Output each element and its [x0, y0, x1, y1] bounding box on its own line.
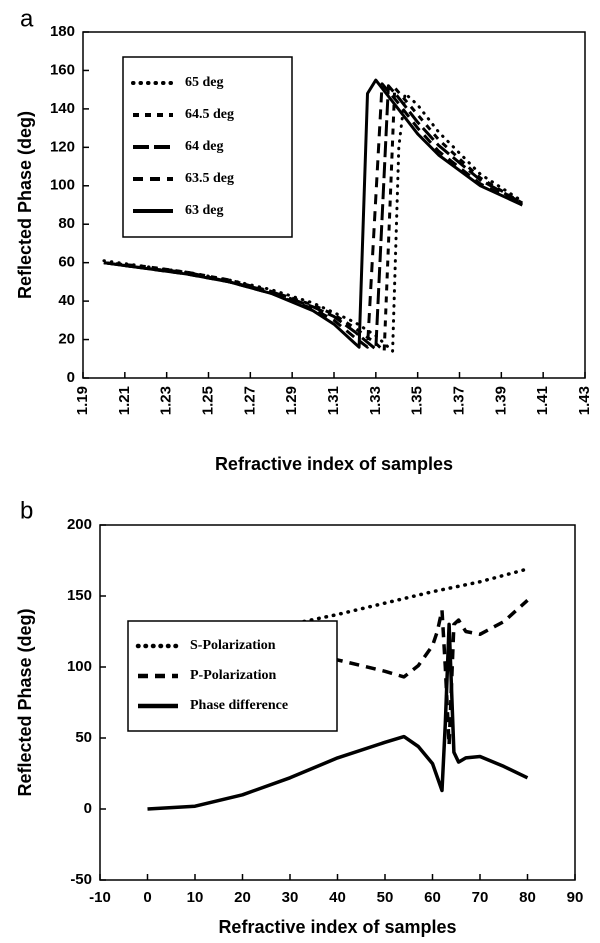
y-tick-label: 200 — [67, 516, 92, 533]
y-tick-label: 80 — [58, 215, 75, 232]
x-tick-label: 80 — [519, 889, 536, 906]
legend-label: 63.5 deg — [185, 171, 234, 186]
panel-label: b — [20, 497, 33, 524]
x-tick-label: 1.41 — [534, 386, 551, 415]
legend-label: 64.5 deg — [185, 107, 234, 122]
y-tick-label: 50 — [75, 729, 92, 746]
y-tick-label: 150 — [67, 587, 92, 604]
x-tick-label: 1.43 — [576, 386, 593, 415]
y-axis-title: Reflected Phase (deg) — [15, 111, 35, 299]
x-tick-label: 60 — [424, 889, 441, 906]
y-tick-label: 40 — [58, 292, 75, 309]
x-tick-label: 40 — [329, 889, 346, 906]
legend-label: Phase difference — [190, 698, 288, 713]
legend-label: S-Polarization — [190, 638, 276, 653]
y-tick-label: 20 — [58, 331, 75, 348]
x-tick-label: 0 — [143, 889, 151, 906]
x-tick-label: 1.29 — [283, 386, 300, 415]
y-tick-label: 100 — [67, 658, 92, 675]
x-tick-label: 1.31 — [325, 386, 342, 415]
x-axis-title: Refractive index of samples — [218, 917, 456, 937]
panel-label: a — [20, 5, 34, 32]
y-tick-label: 120 — [50, 138, 75, 155]
y-tick-label: 140 — [50, 100, 75, 117]
x-tick-label: 1.23 — [158, 386, 175, 415]
series-line — [103, 78, 523, 349]
legend-label: P-Polarization — [190, 668, 277, 683]
legend-label: 64 deg — [185, 139, 224, 154]
y-axis-title: Reflected Phase (deg) — [15, 608, 35, 796]
y-tick-label: 60 — [58, 254, 75, 271]
x-tick-label: 30 — [282, 889, 299, 906]
x-tick-label: 1.19 — [74, 386, 91, 415]
y-tick-label: 100 — [50, 177, 75, 194]
x-tick-label: -10 — [89, 889, 111, 906]
y-tick-label: -50 — [70, 871, 92, 888]
x-tick-label: 10 — [187, 889, 204, 906]
x-tick-label: 70 — [472, 889, 489, 906]
y-tick-label: 160 — [50, 61, 75, 78]
x-axis-title: Refractive index of samples — [215, 454, 453, 474]
y-tick-label: 180 — [50, 23, 75, 40]
y-tick-label: 0 — [67, 369, 75, 386]
x-tick-label: 1.33 — [367, 386, 384, 415]
x-tick-label: 1.35 — [409, 386, 426, 415]
series-line — [147, 622, 529, 811]
x-tick-label: 90 — [567, 889, 584, 906]
x-tick-label: 1.27 — [241, 386, 258, 415]
legend-label: 63 deg — [185, 203, 224, 218]
x-tick-label: 1.39 — [492, 386, 509, 415]
legend-label: 65 deg — [185, 75, 224, 90]
legend-box — [122, 56, 293, 238]
x-tick-label: 20 — [234, 889, 251, 906]
y-tick-label: 0 — [84, 800, 92, 817]
x-tick-label: 50 — [377, 889, 394, 906]
x-tick-label: 1.25 — [199, 386, 216, 415]
series-line — [145, 567, 530, 639]
x-tick-label: 1.37 — [450, 386, 467, 415]
x-tick-label: 1.21 — [116, 386, 133, 415]
